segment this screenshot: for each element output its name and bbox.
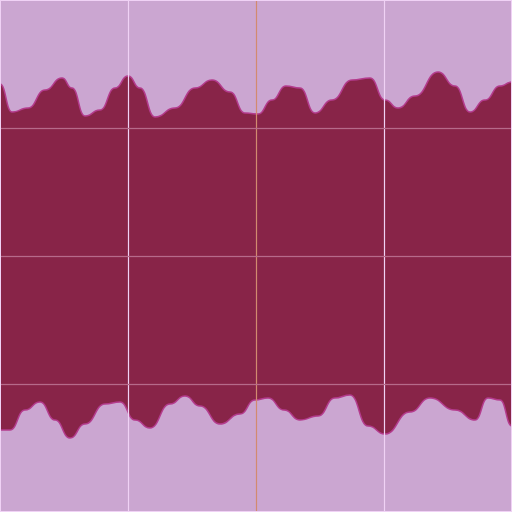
tile-grid xyxy=(0,0,512,512)
game-viewport[interactable] xyxy=(0,0,512,512)
